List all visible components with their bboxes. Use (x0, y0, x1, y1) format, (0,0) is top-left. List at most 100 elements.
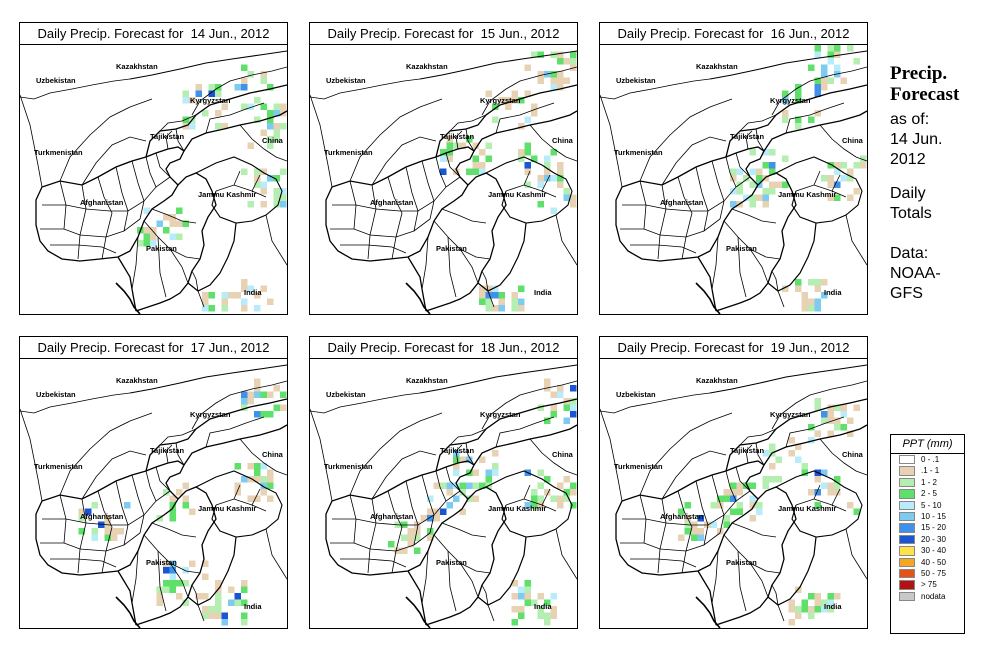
precip-cell (189, 97, 196, 104)
precip-cell (247, 103, 254, 110)
precip-cell (531, 502, 538, 509)
precip-cell (801, 305, 808, 312)
precip-cell (511, 305, 518, 312)
precip-cell (254, 495, 261, 502)
precip-cell (241, 391, 248, 398)
precip-cell (260, 463, 267, 470)
precip-cell (723, 515, 730, 522)
legend-swatch (899, 466, 915, 476)
precip-cells (678, 398, 860, 626)
precip-cell (678, 508, 685, 515)
precip-cell (537, 502, 544, 509)
sidebar-title: Precip. Forecast (890, 63, 980, 105)
precip-cell (221, 298, 228, 305)
precip-cell (570, 502, 577, 509)
legend-swatch (899, 500, 915, 510)
label-kyrgyzstan: Kyrgyzstan (480, 410, 521, 419)
precip-cell (215, 580, 222, 587)
precip-cell (723, 495, 730, 502)
precip-cell (570, 411, 577, 418)
precip-cell (795, 123, 802, 130)
precip-cell (769, 149, 776, 156)
precip-cell (524, 586, 531, 593)
sidebar-source: Data: NOAA- GFS (890, 244, 980, 304)
precip-cell (550, 77, 557, 84)
precip-cell (518, 305, 525, 312)
panel-title: Daily Precip. Forecast for 16 Jun., 2012 (600, 23, 867, 45)
precip-cell (485, 476, 492, 483)
precip-cell (280, 194, 287, 201)
legend-label: 2 - 5 (921, 489, 938, 499)
precip-cell (78, 515, 85, 522)
precip-cell (730, 489, 737, 496)
precip-cell (524, 64, 531, 71)
precip-cell (280, 103, 287, 110)
label-tajikistan: Tajikistan (150, 132, 184, 141)
precip-cells (388, 378, 577, 626)
precip-cell (762, 162, 769, 169)
precip-cell (544, 162, 551, 169)
precip-cell (518, 155, 525, 162)
precip-cell (182, 580, 189, 587)
precip-cell (254, 378, 261, 385)
precip-cell (169, 567, 176, 574)
precip-cell (492, 450, 499, 457)
precip-cell (827, 194, 834, 201)
precip-cell (736, 168, 743, 175)
precip-cell (104, 534, 111, 541)
precip-cell (697, 528, 704, 535)
precip-cell (769, 188, 776, 195)
precip-cell (743, 482, 750, 489)
precip-cell (749, 168, 756, 175)
label-afghanistan: Afghanistan (80, 198, 124, 207)
precip-cell (834, 424, 841, 431)
precip-cell (860, 162, 867, 169)
precip-cell (267, 495, 274, 502)
precip-cell (723, 521, 730, 528)
place-labels: Kazakhstan Uzbekistan Kyrgyzstan Tajikis… (324, 376, 574, 611)
precip-cell (557, 162, 564, 169)
precip-cell (273, 385, 280, 392)
legend-swatch (899, 546, 915, 556)
precip-cell (762, 149, 769, 156)
label-jammu-kashmir: Jammu Kashmir (778, 504, 836, 513)
precip-cell (531, 103, 538, 110)
precip-cell (247, 463, 254, 470)
precip-cell (208, 612, 215, 619)
source-line1: Data: (890, 245, 929, 262)
precip-cell (150, 233, 157, 240)
precip-cell (847, 194, 854, 201)
precip-cell (221, 123, 228, 130)
precip-cell (743, 175, 750, 182)
map-svg: Kazakhstan Uzbekistan Kyrgyzstan Tajikis… (600, 364, 867, 628)
precip-cell (795, 606, 802, 613)
precip-cell (795, 285, 802, 292)
precip-cell (691, 534, 698, 541)
legend-swatch (899, 568, 915, 579)
place-labels: Kazakhstan Uzbekistan Kyrgyzstan Tajikis… (324, 62, 574, 297)
precip-cell (420, 515, 427, 522)
precip-cell (814, 502, 821, 509)
label-india: India (534, 602, 552, 611)
precip-cell (202, 292, 209, 299)
precip-cell (427, 508, 434, 515)
legend-item: > 75 (891, 579, 964, 590)
forecast-panel-2: Daily Precip. Forecast for 15 Jun., 2012 (309, 22, 578, 315)
precip-cell (104, 528, 111, 535)
precip-cell (479, 149, 486, 156)
precip-cell (736, 482, 743, 489)
label-jammu-kashmir: Jammu Kashmir (488, 190, 546, 199)
precip-cell (388, 541, 395, 548)
precip-cell (749, 201, 756, 208)
precip-cell (260, 71, 267, 78)
legend-swatch (899, 511, 915, 522)
precip-cell (840, 77, 847, 84)
precip-cell (749, 502, 756, 509)
map-area: Kazakhstan Uzbekistan Kyrgyzstan Tajikis… (20, 45, 287, 314)
precip-cell (557, 385, 564, 392)
precip-cell (466, 482, 473, 489)
precip-cell (228, 292, 235, 299)
precip-cell (834, 593, 841, 600)
precip-cell (202, 560, 209, 567)
precip-cell (788, 606, 795, 613)
